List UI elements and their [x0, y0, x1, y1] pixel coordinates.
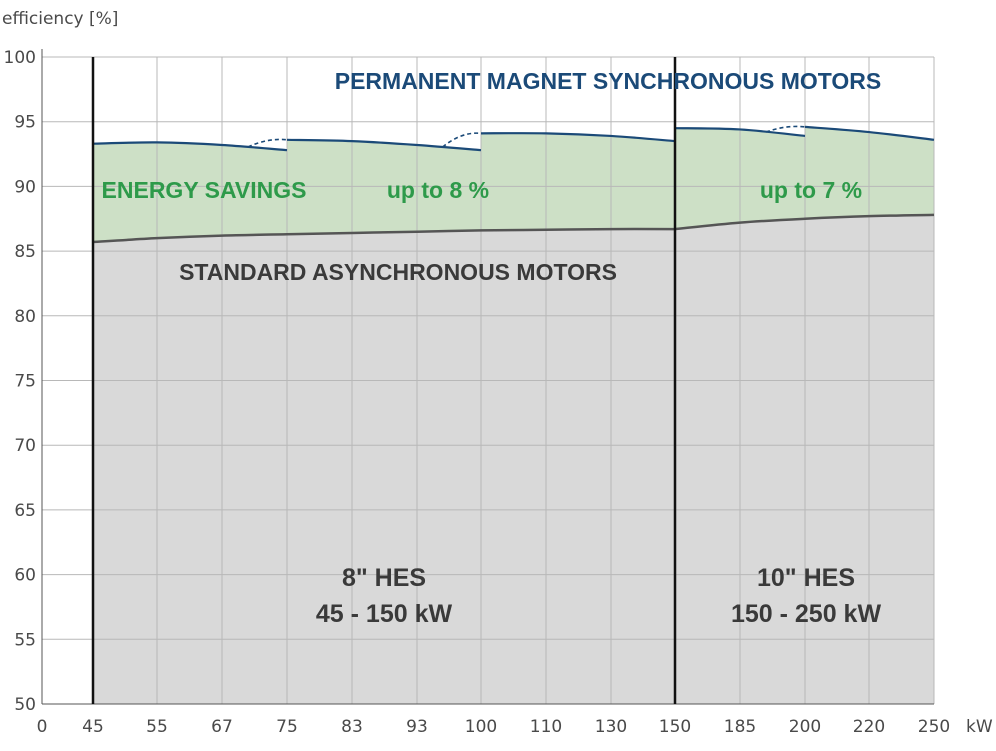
x-tick-250: 250 — [918, 717, 950, 737]
x-tick-185: 185 — [724, 717, 756, 737]
x-tick-150: 150 — [659, 717, 691, 737]
pm-line-3 — [674, 127, 806, 138]
x-tick-93: 93 — [406, 717, 428, 737]
x-tick-55: 55 — [146, 717, 168, 737]
axis-ticks: 50 55 60 65 70 75 80 85 90 95 100 0 45 55 67 75 83 93 100 1… — [4, 48, 951, 737]
pm-dashed-connector-0 — [247, 138, 288, 148]
pm-line-2 — [480, 132, 676, 143]
y-tick-70: 70 — [14, 436, 36, 456]
x-tick-83: 83 — [341, 717, 363, 737]
savings-area-2 — [481, 133, 675, 231]
x-tick-67: 67 — [211, 717, 233, 737]
x-tick-75: 75 — [276, 717, 298, 737]
standard-line-0 — [92, 227, 676, 244]
x-axis-unit: kW — [966, 717, 993, 737]
standard-area-0 — [93, 229, 675, 704]
standard-line-1 — [674, 213, 935, 231]
x-tick-220: 220 — [853, 717, 885, 737]
y-tick-55: 55 — [14, 630, 36, 650]
y-axis-label: efficiency [%] — [2, 9, 118, 29]
pm-line-0 — [92, 141, 288, 152]
hes10-label: 10" HES — [757, 564, 855, 592]
y-tick-65: 65 — [14, 501, 36, 521]
x-tick-0: 0 — [37, 717, 48, 737]
section-dividers — [91, 57, 677, 704]
pm-dashed-connector-2 — [765, 125, 806, 133]
pm-line-4 — [804, 125, 935, 141]
x-tick-100: 100 — [465, 717, 497, 737]
y-tick-80: 80 — [14, 307, 36, 327]
standard-motors-label: STANDARD ASYNCHRONOUS MOTORS — [179, 259, 617, 285]
x-tick-45: 45 — [82, 717, 104, 737]
hes8-label: 8" HES — [342, 564, 426, 592]
y-tick-90: 90 — [14, 177, 36, 197]
savings-area-1 — [287, 139, 481, 235]
x-tick-110: 110 — [530, 717, 562, 737]
x-tick-130: 130 — [595, 717, 627, 737]
pm-dashed-connector-1 — [442, 132, 482, 148]
pm-line-1 — [286, 138, 482, 152]
hes8-range-label: 45 - 150 kW — [316, 600, 453, 628]
hes10-range-label: 150 - 250 kW — [731, 600, 881, 628]
savings-8-label: up to 8 % — [387, 177, 489, 203]
y-tick-95: 95 — [14, 113, 36, 133]
y-tick-75: 75 — [14, 372, 36, 392]
energy-savings-label: ENERGY SAVINGS — [102, 177, 307, 203]
y-tick-50: 50 — [14, 695, 36, 715]
pm-motors-label: PERMANENT MAGNET SYNCHRONOUS MOTORS — [335, 68, 882, 94]
savings-7-label: up to 7 % — [760, 177, 862, 203]
savings-area-0 — [93, 142, 287, 243]
y-tick-85: 85 — [14, 242, 36, 262]
y-tick-60: 60 — [14, 566, 36, 586]
y-tick-100: 100 — [4, 48, 36, 68]
x-tick-200: 200 — [789, 717, 821, 737]
series-lines — [92, 125, 935, 244]
